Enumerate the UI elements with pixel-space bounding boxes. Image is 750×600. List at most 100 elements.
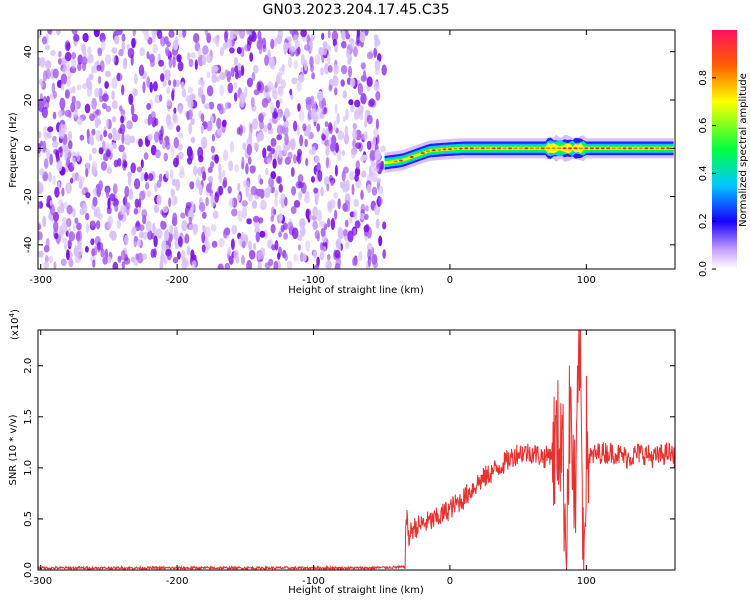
noise-blob — [58, 51, 61, 58]
noise-blob — [77, 175, 81, 182]
noise-blob — [222, 170, 225, 177]
noise-blob — [341, 65, 347, 74]
ridge-peak — [552, 147, 556, 149]
noise-blob — [216, 118, 221, 129]
noise-blob — [118, 145, 124, 153]
noise-blob — [166, 114, 171, 126]
noise-blob — [358, 83, 363, 95]
noise-blob — [205, 197, 209, 206]
noise-blob — [154, 118, 158, 126]
noise-blob — [206, 54, 212, 63]
ridge-peak — [584, 147, 588, 149]
noise-blob — [146, 76, 150, 87]
noise-blob — [96, 118, 101, 125]
noise-blob — [283, 223, 288, 231]
noise-blob — [202, 171, 206, 181]
noise-blob — [114, 160, 119, 168]
noise-blob — [234, 164, 239, 172]
spectrogram-y-label: Frequency (Hz) — [8, 112, 19, 188]
noise-blob — [68, 140, 72, 149]
noise-blob — [352, 139, 356, 148]
noise-blob — [56, 26, 61, 35]
noise-blob — [260, 178, 264, 184]
noise-blob — [176, 125, 180, 132]
noise-blob — [298, 244, 301, 250]
noise-blob — [70, 178, 73, 184]
noise-blob — [111, 91, 115, 100]
noise-blob — [299, 135, 303, 147]
noise-blob — [46, 96, 50, 103]
noise-blob — [260, 200, 267, 210]
noise-blob — [148, 134, 153, 141]
noise-blob — [181, 250, 185, 261]
noise-blob — [45, 45, 50, 51]
noise-blob — [313, 250, 317, 258]
ridge-peak — [421, 152, 425, 154]
noise-blob — [182, 31, 185, 38]
noise-blob — [347, 58, 351, 65]
noise-blob — [102, 103, 107, 109]
noise-blob — [197, 147, 203, 159]
noise-blob — [353, 209, 357, 220]
noise-blob — [36, 57, 42, 67]
noise-blob — [97, 65, 102, 72]
noise-blob — [78, 241, 82, 250]
noise-blob — [276, 176, 281, 184]
noise-blob — [198, 79, 203, 85]
noise-blob — [53, 221, 58, 232]
ridge-peak — [623, 147, 627, 149]
noise-blob — [373, 128, 379, 137]
noise-blob — [317, 91, 323, 102]
noise-blob — [322, 135, 327, 141]
noise-blob — [317, 170, 322, 182]
noise-blob — [287, 222, 293, 230]
noise-blob — [40, 81, 43, 88]
noise-blob — [218, 163, 221, 175]
noise-blob — [182, 89, 186, 98]
noise-blob — [164, 153, 168, 162]
noise-blob — [54, 233, 58, 240]
noise-blob — [380, 145, 385, 152]
noise-blob — [65, 52, 72, 62]
noise-blob — [61, 83, 65, 91]
noise-blob — [169, 57, 173, 68]
noise-blob — [303, 253, 307, 261]
noise-blob — [289, 89, 292, 95]
noise-blob — [320, 242, 323, 250]
noise-blob — [52, 175, 55, 185]
noise-blob — [186, 202, 192, 208]
noise-blob — [219, 85, 224, 97]
noise-blob — [249, 35, 254, 42]
noise-blob — [205, 226, 211, 238]
noise-blob — [333, 192, 338, 198]
y-tick-label: 0.5 — [23, 511, 34, 527]
noise-blob — [66, 249, 70, 260]
noise-blob — [37, 224, 42, 230]
noise-blob — [148, 114, 152, 125]
noise-blob — [249, 52, 253, 62]
y-tick-label: -40 — [23, 237, 34, 253]
noise-blob — [291, 186, 296, 196]
y-tick-label: 1.5 — [23, 409, 34, 425]
noise-blob — [259, 120, 264, 130]
noise-blob — [305, 240, 310, 252]
noise-blob — [325, 261, 331, 270]
noise-blob — [122, 261, 125, 269]
noise-blob — [288, 57, 292, 68]
noise-blob — [165, 249, 171, 257]
noise-blob — [86, 223, 89, 234]
noise-blob — [65, 182, 72, 193]
noise-blob — [82, 62, 86, 71]
noise-blob — [54, 187, 59, 198]
noise-blob — [276, 100, 280, 109]
noise-blob — [375, 149, 381, 161]
y-tick-label: 0.0 — [23, 562, 34, 578]
noise-blob — [358, 251, 362, 261]
colorbar-tick-label: 0.2 — [698, 213, 709, 229]
noise-blob — [231, 239, 235, 250]
noise-blob — [166, 41, 171, 47]
noise-blob — [166, 142, 171, 150]
noise-blob — [76, 84, 81, 90]
noise-blob — [323, 107, 327, 114]
noise-blob — [267, 123, 272, 131]
